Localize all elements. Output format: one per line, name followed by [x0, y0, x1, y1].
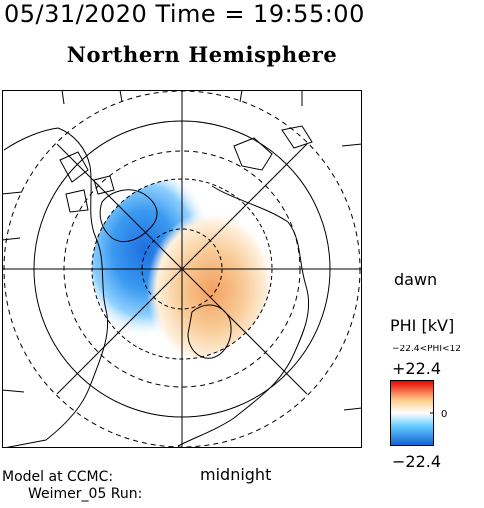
eurasia-outline [177, 185, 310, 447]
map-border [2, 90, 362, 448]
colorbar-fill [390, 380, 434, 446]
meridian-diagonal-2 [56, 143, 308, 395]
meridian-lines [2, 90, 362, 448]
greenland-outline [99, 189, 158, 242]
scandinavia-outline [187, 304, 232, 359]
legend-range: −22.4<PHI<12 [392, 345, 461, 354]
legend-max-label: +22.4 [392, 359, 442, 378]
midnight-label: midnight [200, 465, 272, 484]
map-tick-marks [2, 90, 362, 411]
date-time-header: 05/31/2020 Time = 19:55:00 [4, 0, 365, 28]
north-america-outline [3, 127, 109, 448]
siberia-coast [233, 125, 313, 171]
legend-min-label: −22.4 [392, 452, 442, 471]
coastlines [2, 90, 362, 448]
potential-pattern [92, 179, 272, 359]
legend-title: PHI [kV] [390, 316, 455, 335]
canadian-islands-outline [59, 151, 115, 213]
polar-map [2, 90, 362, 448]
legend-zero-label: 0 [441, 409, 448, 420]
hemisphere-title: Northern Hemisphere [66, 42, 338, 67]
model-label: Model at CCMC: [2, 469, 114, 485]
positive-potential-cell [147, 210, 272, 359]
colorbar [390, 380, 434, 446]
dawn-label: dawn [394, 270, 438, 289]
run-label: Weimer_05 Run: [28, 486, 143, 502]
